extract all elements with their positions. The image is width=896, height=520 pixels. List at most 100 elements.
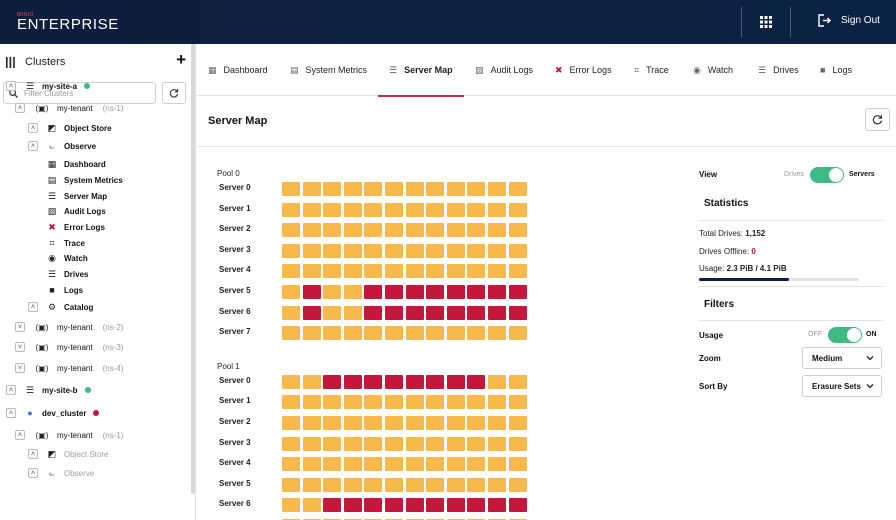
drive-cell[interactable] — [323, 395, 342, 410]
drive-cell[interactable] — [467, 477, 486, 492]
grid-icon[interactable] — [760, 15, 772, 28]
drive-cell[interactable] — [364, 305, 383, 320]
drive-cell[interactable] — [405, 416, 424, 430]
drive-cell[interactable] — [385, 498, 403, 513]
drive-cell[interactable] — [426, 182, 445, 196]
drive-cell[interactable] — [467, 223, 486, 238]
drive-cell[interactable] — [467, 395, 486, 410]
tab-system-metrics[interactable]: ▤ System Metrics — [290, 44, 367, 96]
view-toggle[interactable] — [810, 167, 844, 183]
drive-cell[interactable] — [405, 395, 424, 410]
drive-cell[interactable] — [302, 305, 321, 320]
drive-cell[interactable] — [323, 326, 342, 341]
refresh-button[interactable] — [865, 108, 890, 131]
tab-watch[interactable]: ◉ Watch — [693, 44, 733, 96]
drive-cell[interactable] — [343, 223, 362, 238]
drive-cell[interactable] — [446, 498, 465, 513]
drive-cell[interactable] — [385, 436, 403, 451]
tree-item[interactable]: ˄ ⨽ Observe — [28, 139, 96, 153]
tree-item[interactable]: ▨ Audit Logs — [46, 204, 106, 218]
drive-cell[interactable] — [385, 457, 403, 472]
tree-item[interactable]: ⌗ Trace — [46, 236, 84, 250]
drive-cell[interactable] — [302, 326, 321, 341]
drive-cell[interactable] — [364, 477, 383, 492]
drive-cell[interactable] — [282, 202, 300, 217]
drive-cell[interactable] — [343, 436, 362, 451]
drive-cell[interactable] — [343, 285, 362, 299]
drive-cell[interactable] — [343, 182, 362, 196]
drive-cell[interactable] — [467, 285, 486, 299]
drive-cell[interactable] — [508, 285, 527, 299]
drive-cell[interactable] — [488, 457, 506, 472]
tree-item[interactable]: ˄ (▣) my-tenant (ns-1) — [15, 101, 123, 115]
drive-cell[interactable] — [385, 182, 403, 196]
zoom-select[interactable]: Medium — [802, 347, 882, 369]
expand-icon[interactable]: ˅ — [15, 363, 25, 373]
drive-cell[interactable] — [282, 223, 300, 238]
drive-cell[interactable] — [282, 243, 300, 258]
tab-audit-logs[interactable]: ▨ Audit Logs — [475, 44, 533, 96]
drive-cell[interactable] — [508, 416, 527, 430]
drive-cell[interactable] — [282, 436, 300, 451]
drive-cell[interactable] — [508, 264, 527, 279]
expand-icon[interactable]: ˅ — [15, 322, 25, 332]
drive-cell[interactable] — [364, 326, 383, 341]
drive-cell[interactable] — [282, 285, 300, 299]
drive-cell[interactable] — [426, 264, 445, 279]
drive-cell[interactable] — [467, 416, 486, 430]
drive-cell[interactable] — [323, 416, 342, 430]
drive-cell[interactable] — [426, 477, 445, 492]
drive-cell[interactable] — [323, 285, 342, 299]
drive-cell[interactable] — [467, 182, 486, 196]
drive-cell[interactable] — [385, 305, 403, 320]
drive-cell[interactable] — [282, 416, 300, 430]
drive-cell[interactable] — [467, 498, 486, 513]
sign-out-button[interactable]: Sign Out — [818, 14, 880, 27]
drive-cell[interactable] — [488, 326, 506, 341]
drive-cell[interactable] — [364, 202, 383, 217]
drive-cell[interactable] — [488, 223, 506, 238]
drive-cell[interactable] — [282, 457, 300, 472]
drive-cell[interactable] — [364, 374, 383, 389]
drive-cell[interactable] — [426, 202, 445, 217]
drive-cell[interactable] — [426, 416, 445, 430]
tree-item[interactable]: ˄ ⨽ Observe — [28, 466, 94, 480]
tree-item[interactable]: ■ Logs — [46, 283, 83, 297]
drive-cell[interactable] — [446, 374, 465, 389]
drive-cell[interactable] — [405, 182, 424, 196]
drive-cell[interactable] — [323, 477, 342, 492]
expand-icon[interactable]: ˅ — [15, 342, 25, 352]
drive-cell[interactable] — [405, 243, 424, 258]
drive-cell[interactable] — [302, 264, 321, 279]
tree-item[interactable]: ˄ ⚙ Catalog — [28, 300, 93, 314]
drive-cell[interactable] — [364, 498, 383, 513]
drive-cell[interactable] — [323, 223, 342, 238]
drive-cell[interactable] — [508, 326, 527, 341]
usage-filter-toggle[interactable] — [828, 327, 862, 343]
drive-cell[interactable] — [385, 477, 403, 492]
collapse-icon[interactable]: ˄ — [28, 468, 38, 478]
drive-cell[interactable] — [385, 264, 403, 279]
drive-cell[interactable] — [302, 416, 321, 430]
drive-cell[interactable] — [343, 395, 362, 410]
drive-cell[interactable] — [508, 457, 527, 472]
drive-cell[interactable] — [282, 498, 300, 513]
drive-cell[interactable] — [446, 395, 465, 410]
drive-cell[interactable] — [364, 457, 383, 472]
drive-cell[interactable] — [467, 243, 486, 258]
drive-cell[interactable] — [405, 202, 424, 217]
drive-cell[interactable] — [508, 395, 527, 410]
collapse-icon[interactable]: ˄ — [28, 141, 38, 151]
drive-cell[interactable] — [446, 477, 465, 492]
drive-cell[interactable] — [467, 305, 486, 320]
sidebar-scrollbar[interactable] — [191, 44, 195, 494]
tab-logs[interactable]: ■ Logs — [820, 44, 852, 96]
refresh-clusters-button[interactable] — [162, 82, 186, 104]
drive-cell[interactable] — [488, 182, 506, 196]
drive-cell[interactable] — [364, 243, 383, 258]
drive-cell[interactable] — [323, 436, 342, 451]
drive-cell[interactable] — [508, 243, 527, 258]
tree-item[interactable]: ☰ Drives — [46, 267, 89, 281]
drive-cell[interactable] — [446, 243, 465, 258]
drive-cell[interactable] — [323, 305, 342, 320]
